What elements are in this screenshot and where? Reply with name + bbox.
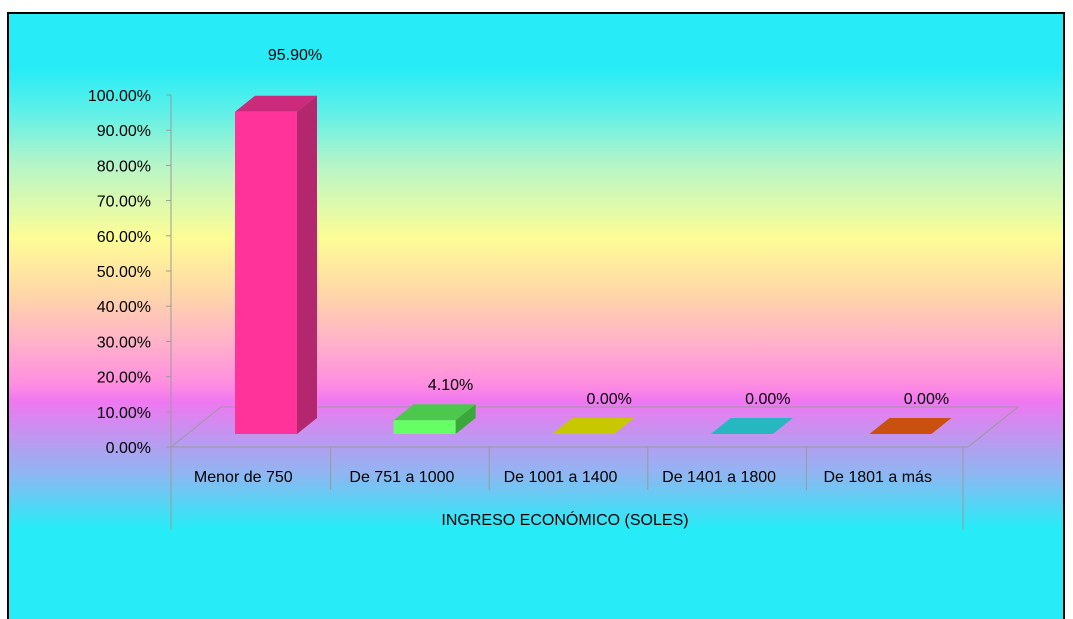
y-tick-label: 0.00%: [106, 440, 151, 457]
bar: [869, 418, 952, 434]
bar: [552, 418, 635, 434]
y-tick-label: 10.00%: [97, 405, 151, 422]
bar-side-face: [297, 95, 317, 434]
y-tick-label: 40.00%: [97, 299, 151, 316]
bar-side-face: [455, 404, 476, 434]
category-label: De 1801 a más: [823, 469, 932, 486]
category-label: De 1001 a 1400: [504, 469, 618, 486]
data-label: 0.00%: [904, 391, 949, 408]
y-tick-label: 20.00%: [97, 370, 151, 387]
y-tick-label: 50.00%: [97, 264, 151, 281]
data-label: 4.10%: [428, 377, 473, 394]
bar-top-face: [393, 404, 476, 421]
x-axis-title: INGRESO ECONÓMICO (SOLES): [441, 510, 688, 529]
category-label: De 751 a 1000: [349, 469, 454, 486]
bar-front-face: [235, 111, 297, 434]
bar-top-face: [869, 418, 952, 434]
data-label: 0.00%: [745, 391, 790, 408]
data-label: 0.00%: [587, 391, 632, 408]
bar: [710, 418, 793, 434]
chart-floor: [169, 406, 1020, 448]
y-tick-label: 80.00%: [97, 158, 151, 175]
y-tick-label: 70.00%: [97, 194, 151, 211]
bar-front-face: [393, 420, 456, 434]
chart-background: [7, 12, 1065, 619]
y-tick-label: 60.00%: [97, 229, 151, 246]
category-label: De 1401 a 1800: [662, 469, 776, 486]
data-label: 95.90%: [268, 47, 322, 64]
y-tick-label: 90.00%: [97, 123, 151, 140]
bar-top-face: [235, 95, 317, 112]
bar: [393, 404, 476, 434]
category-label: Menor de 750: [194, 469, 293, 486]
bar-top-face: [552, 418, 635, 434]
bar: [235, 95, 317, 434]
y-tick-label: 30.00%: [97, 334, 151, 351]
y-tick-label: 100.00%: [88, 88, 151, 105]
bar-top-face: [710, 418, 793, 434]
